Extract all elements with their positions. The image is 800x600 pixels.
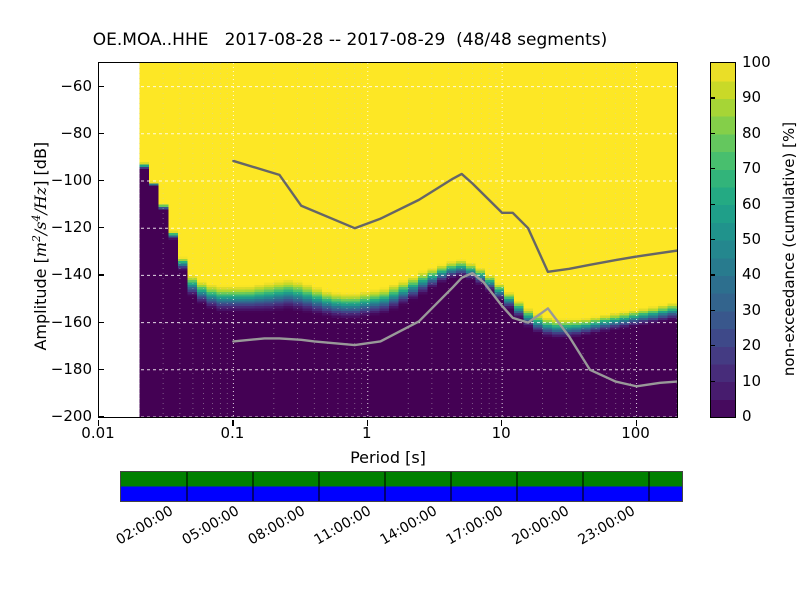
x-tick-label: 10 (491, 424, 511, 442)
plot-title: OE.MOA..HHE 2017-08-28 -- 2017-08-29 (48… (92, 30, 608, 50)
colorbar-tick-label: 60 (742, 194, 762, 213)
time-coverage-bar (120, 471, 683, 502)
time-tick-label: 23:00:00 (575, 503, 638, 549)
x-tick-label: 1 (361, 424, 372, 442)
ppsd-heatmap (99, 63, 677, 417)
y-axis-label-slash1: / (31, 229, 51, 236)
y-tick-mark (98, 180, 104, 182)
x-tick-label: 0.1 (220, 424, 245, 442)
y-tick-label: −180 (50, 359, 92, 378)
colorbar-tick-mark (710, 203, 715, 205)
y-axis-label-prefix: Amplitude [ (31, 257, 51, 351)
y-tick-labels: −60 −80 −100 −120 −140 −160 −180 −200 (42, 62, 92, 425)
time-tick-label: 05:00:00 (179, 503, 242, 549)
y-axis-label-suffix: ] [dB] (31, 141, 51, 187)
y-tick-label: −160 (50, 312, 92, 331)
colorbar-tick-mark (710, 380, 715, 382)
x-axis-label: Period [s] (350, 448, 426, 467)
y-tick-label: −100 (50, 171, 92, 189)
x-tick-labels: 0.01 0.1 1 10 100 (81, 420, 678, 446)
time-tick-label: 02:00:00 (113, 503, 176, 549)
x-tick-mark (366, 420, 369, 426)
colorbar-tick-label: 90 (742, 88, 762, 107)
x-tick-label: 100 (621, 424, 650, 442)
y-tick-mark (98, 416, 104, 418)
colorbar-tick-label: 50 (742, 230, 762, 248)
colorbar-label: non-exceedance (cumulative) [%] (780, 121, 798, 377)
colorbar-tick-mark (710, 132, 715, 134)
colorbar-tick-mark (710, 97, 715, 99)
y-axis-label-s: s (31, 221, 51, 230)
colorbar-tick-mark (710, 168, 715, 170)
y-axis-label-m: m (31, 242, 51, 258)
time-tick-label: 08:00:00 (245, 503, 308, 549)
time-tick-label: 14:00:00 (377, 503, 440, 549)
y-axis-label-hz: Hz (31, 186, 51, 210)
x-tick-mark (232, 420, 234, 426)
y-axis-label-slash2: / (31, 209, 51, 215)
y-axis-label-exp4: 4 (29, 214, 43, 222)
y-axis-label: Amplitude [m2/s4/Hz] [dB] (30, 56, 50, 436)
y-tick-mark (98, 274, 104, 276)
y-tick-label: −60 (60, 76, 92, 95)
colorbar-tick-label: 40 (742, 265, 762, 284)
y-tick-mark (98, 85, 104, 87)
colorbar-tick-mark (710, 309, 715, 311)
y-tick-label: −120 (50, 218, 92, 237)
x-tick-mark (98, 420, 100, 426)
ppsd-axes (98, 62, 678, 418)
colorbar-tick-mark (710, 274, 715, 276)
x-tick-mark (635, 420, 637, 426)
time-tick-label: 11:00:00 (311, 503, 374, 549)
y-tick-label: −140 (50, 265, 92, 284)
colorbar-tick-label: 0 (742, 407, 752, 425)
y-axis-label-exp2: 2 (29, 235, 43, 243)
colorbar-tick-label: 20 (742, 336, 762, 355)
time-tick-label: 17:00:00 (443, 503, 506, 549)
y-tick-mark (98, 227, 104, 229)
y-tick-label: −200 (50, 407, 92, 425)
colorbar-tick-label: 30 (742, 300, 762, 319)
time-tick-label: 20:00:00 (509, 503, 572, 549)
colorbar-tick-label: 100 (742, 53, 771, 71)
y-tick-mark (98, 321, 104, 323)
colorbar-tick-label: 80 (742, 123, 762, 142)
time-coverage-segments (121, 472, 682, 501)
colorbar-tick-label: 10 (742, 371, 762, 390)
colorbar-tick-mark (710, 345, 715, 347)
x-tick-label: 0.01 (81, 424, 115, 442)
colorbar-tick-label: 70 (742, 159, 762, 178)
colorbar-tick-mark (710, 239, 715, 241)
y-tick-label: −80 (60, 123, 92, 142)
y-tick-mark (98, 368, 104, 371)
y-tick-mark (98, 132, 104, 135)
time-axis-labels: 02:00:00 05:00:00 08:00:00 11:00:00 14:00:00… (114, 503, 683, 573)
x-tick-mark (501, 420, 503, 426)
colorbar-gradient (711, 63, 735, 417)
